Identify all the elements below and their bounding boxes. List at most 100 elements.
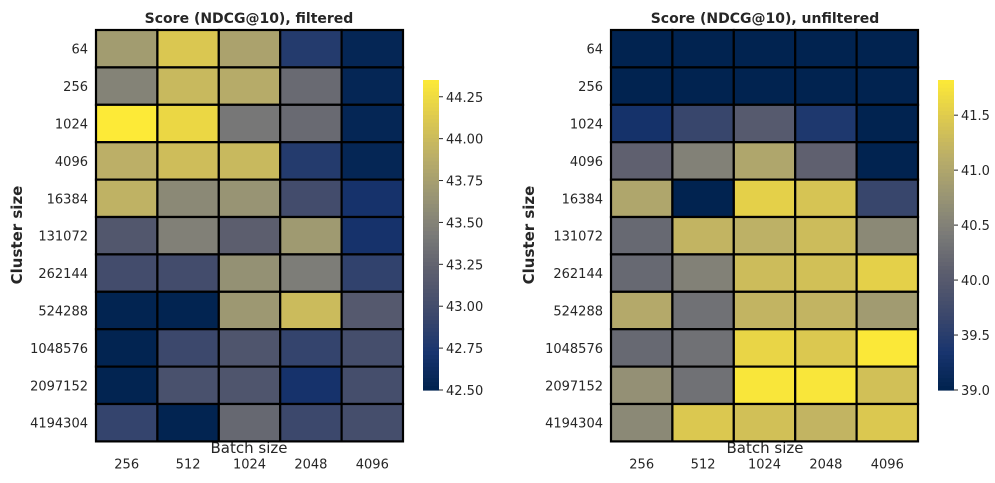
heatmap-cell	[671, 66, 735, 106]
heatmap-cell	[671, 290, 735, 331]
filtered-chart-title: Score (NDCG@10), filtered	[145, 11, 354, 27]
filtered-heatmap-cells	[94, 28, 405, 443]
y-tick-label: 131072	[38, 230, 88, 245]
colorbar-segment	[938, 386, 954, 391]
colorbar-segment	[423, 207, 439, 213]
colorbar-segment	[938, 83, 954, 89]
x-tick-label: 2048	[294, 457, 327, 472]
colorbar-segment	[423, 312, 439, 317]
heatmap-cell	[217, 402, 282, 443]
colorbar-segment	[938, 215, 954, 221]
heatmap-cell	[340, 178, 405, 219]
heatmap-cell	[671, 178, 735, 219]
colorbar-segment	[938, 258, 954, 263]
colorbar-segment	[938, 211, 954, 217]
heatmap-cell	[94, 402, 159, 443]
heatmap-cell	[732, 215, 797, 256]
heatmap-cell	[671, 215, 735, 256]
unfiltered-y-ticks: 64 256 1024 4096 16384 131072 262144 524288 1048…	[545, 43, 603, 432]
y-tick-label: 524288	[553, 305, 603, 320]
heatmap-cell	[855, 141, 920, 181]
heatmap-cell	[279, 365, 343, 406]
heatmap-cell	[94, 103, 159, 144]
colorbar-segment	[423, 250, 439, 255]
colorbar-segment	[938, 316, 954, 321]
colorbar-tick-label: 42.50	[446, 384, 483, 399]
colorbar-segment	[423, 254, 439, 259]
heatmap-cell	[671, 402, 735, 443]
colorbar-segment	[938, 242, 954, 248]
heatmap-cell	[217, 365, 282, 406]
heatmap-cell	[340, 365, 405, 406]
heatmap-cell	[94, 28, 159, 69]
heatmap-cell	[156, 103, 220, 144]
colorbar-segment	[423, 126, 439, 131]
y-tick-label: 256	[578, 80, 603, 95]
heatmap-cell	[156, 215, 220, 256]
x-tick-label: 2048	[809, 457, 842, 472]
colorbar-segment	[423, 223, 439, 228]
colorbar-segment	[938, 277, 954, 283]
filtered-y-ticks: 64 256 1024 4096 16384 131072 262144 524288 1048…	[30, 43, 88, 432]
heatmap-cell	[855, 66, 920, 106]
colorbar-segment	[938, 165, 954, 170]
filtered-colorbar: 42.50 42.75 43.00 43.25 43.50 43.75 44.00 44.25	[423, 80, 483, 399]
colorbar-segment	[938, 382, 954, 387]
heatmap-cell	[217, 178, 282, 219]
colorbar-tick-label: 43.00	[446, 300, 483, 315]
colorbar-segment	[938, 269, 954, 275]
heatmap-cell	[609, 290, 674, 331]
colorbar-segment	[423, 145, 439, 151]
colorbar-segment	[423, 242, 439, 248]
colorbar-segment	[938, 204, 954, 209]
unfiltered-colorbar: 39.0 39.5 40.0 40.5 41.0 41.5	[938, 80, 990, 399]
colorbar-segment	[938, 95, 954, 100]
colorbar-segment	[423, 269, 439, 275]
colorbar-segment	[938, 122, 954, 128]
colorbar-segment	[423, 370, 439, 376]
colorbar-segment	[938, 126, 954, 131]
heatmap-cell	[671, 365, 735, 406]
heatmap-cell	[94, 253, 159, 293]
colorbar-segment	[938, 114, 954, 120]
colorbar-segment	[423, 180, 439, 186]
colorbar-segment	[423, 355, 439, 360]
colorbar-segment	[423, 114, 439, 120]
colorbar-segment	[938, 289, 954, 294]
colorbar-segment	[423, 258, 439, 263]
heatmap-cell	[855, 328, 920, 368]
heatmap-cell	[609, 215, 674, 256]
colorbar-segment	[938, 180, 954, 186]
heatmap-cell	[855, 290, 920, 331]
colorbar-segment	[938, 142, 954, 147]
y-tick-label: 1024	[570, 118, 603, 133]
colorbar-tick-label: 43.25	[446, 258, 483, 273]
heatmap-cell	[94, 215, 159, 256]
colorbar-segment	[423, 211, 439, 217]
colorbar-segment	[423, 281, 439, 286]
colorbar-segment	[938, 347, 954, 352]
filtered-y-axis-label: Cluster size	[8, 186, 26, 285]
heatmap-cell	[217, 66, 282, 106]
colorbar-tick-label: 44.25	[446, 91, 483, 106]
colorbar-segment	[938, 169, 954, 174]
heatmap-cell	[340, 215, 405, 256]
colorbar-segment	[423, 308, 439, 314]
x-tick-label: 4096	[871, 457, 904, 472]
colorbar-segment	[938, 118, 954, 124]
unfiltered-x-ticks: 256 512 1024 2048 4096	[629, 457, 904, 472]
colorbar-segment	[423, 169, 439, 174]
unfiltered-x-axis-label: Batch size	[727, 439, 804, 457]
colorbar-segment	[938, 145, 954, 151]
colorbar-segment	[938, 111, 954, 116]
colorbar-segment	[938, 188, 954, 193]
colorbar-segment	[423, 246, 439, 252]
unfiltered-chart-title: Score (NDCG@10), unfiltered	[651, 11, 880, 27]
heatmap-cell	[609, 328, 674, 368]
colorbar-segment	[423, 161, 439, 166]
y-tick-label: 262144	[553, 267, 603, 282]
colorbar-segment	[938, 157, 954, 162]
colorbar-tick-label: 41.0	[961, 164, 990, 179]
colorbar-segment	[938, 328, 954, 333]
heatmap-cell	[279, 178, 343, 219]
